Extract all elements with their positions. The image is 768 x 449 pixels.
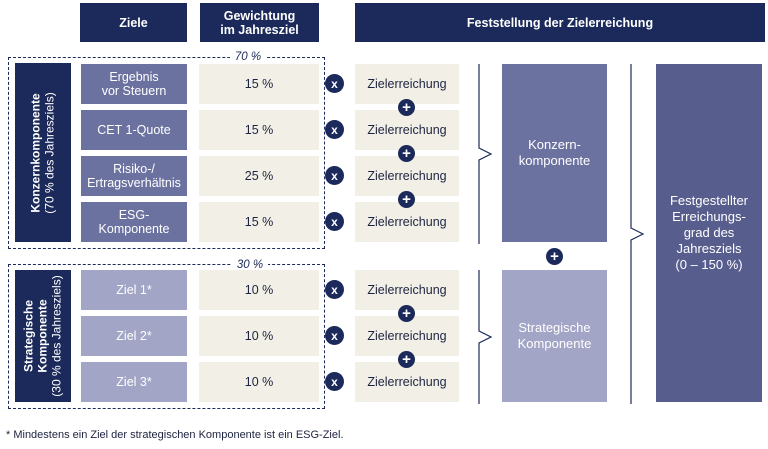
weight-ergebnis: 15 % — [199, 64, 319, 104]
multiply-icon: x — [325, 166, 344, 185]
plus-icon: + — [398, 351, 415, 368]
strategic-box-line1: Strategische — [518, 320, 591, 335]
konzern-label-sub: (70 % des Jahresziels) — [43, 91, 58, 214]
header-gewichtung-line1: Gewichtung — [223, 8, 296, 23]
konzern-component-label: Konzernkomponente (70 % des Jahresziels) — [15, 63, 71, 242]
konzern-box-line2: komponente — [518, 153, 591, 168]
header-gewichtung-line2: im Jahresziel — [220, 22, 299, 37]
strategic-group-frame — [8, 264, 325, 409]
multiply-icon: x — [325, 372, 344, 391]
final-result-box: Festgestellter Erreichungs- grad des Jah… — [656, 64, 762, 402]
goal-risiko-line2: Ertragsverhältnis — [87, 176, 181, 190]
goal-risiko-line1: Risiko-/ — [113, 162, 155, 176]
strategic-component-label: Strategische Komponente (30 % des Jahres… — [15, 270, 71, 402]
weight-ziel3: 10 % — [199, 362, 319, 402]
goal-ziel2: Ziel 2* — [81, 316, 187, 356]
header-feststellung: Feststellung der Zielerreichung — [355, 3, 765, 42]
konzern-percent: 70 % — [230, 51, 266, 63]
zielerreichung-cell: Zielerreichung — [355, 64, 459, 104]
zielerreichung-cell: Zielerreichung — [355, 362, 459, 402]
weight-ziel1: 10 % — [199, 270, 319, 310]
weight-risiko: 25 % — [199, 156, 319, 196]
result-line4: Jahresziels — [676, 241, 742, 256]
zielerreichung-cell: Zielerreichung — [355, 156, 459, 196]
goal-ziel3: Ziel 3* — [81, 362, 187, 402]
zielerreichung-cell: Zielerreichung — [355, 110, 459, 150]
goal-ergebnis-line2: vor Steuern — [101, 84, 167, 98]
weight-ziel2: 10 % — [199, 316, 319, 356]
konzern-box-line1: Konzern- — [528, 137, 581, 152]
result-line5: (0 – 150 %) — [675, 257, 743, 272]
header-gewichtung: Gewichtung im Jahresziel — [200, 3, 319, 42]
goal-esg-line1: ESG- — [118, 208, 150, 222]
strategic-box-line2: Komponente — [517, 336, 592, 351]
multiply-icon: x — [325, 326, 344, 345]
multiply-icon: x — [325, 120, 344, 139]
multiply-icon: x — [325, 212, 344, 231]
goal-risiko: Risiko-/ Ertragsverhältnis — [81, 156, 187, 196]
weight-esg: 15 % — [199, 202, 319, 242]
goal-ergebnis: Ergebnis vor Steuern — [81, 64, 187, 104]
multiply-icon: x — [325, 280, 344, 299]
goal-ziel1-label: Ziel 1* — [116, 283, 152, 297]
goal-ziel1: Ziel 1* — [81, 270, 187, 310]
zielerreichung-cell: Zielerreichung — [355, 316, 459, 356]
footnote: * Mindestens ein Ziel der strategischen … — [6, 429, 344, 441]
header-ziele-label: Ziele — [119, 15, 148, 30]
goal-ergebnis-line1: Ergebnis — [109, 70, 159, 84]
result-line1: Festgestellter — [669, 193, 749, 208]
header-ziele: Ziele — [80, 3, 187, 42]
multiply-icon: x — [325, 74, 344, 93]
konzern-bracket — [478, 64, 493, 244]
strategic-percent: 30 % — [232, 259, 268, 271]
strategic-label-title1: Strategische — [22, 299, 37, 373]
result-line2: Erreichungs- — [672, 209, 746, 224]
konzern-label-title: Konzernkomponente — [29, 92, 44, 213]
goal-esg: ESG- Komponente — [81, 202, 187, 242]
strategic-label-sub: (30 % des Jahresziels) — [50, 275, 65, 397]
header-feststellung-label: Feststellung der Zielerreichung — [466, 15, 654, 30]
plus-icon: + — [398, 305, 415, 322]
konzern-group-frame — [8, 57, 325, 249]
plus-icon: + — [398, 99, 415, 116]
strategic-label-title2: Komponente — [36, 299, 51, 373]
result-bracket — [630, 64, 645, 404]
goal-ziel3-label: Ziel 3* — [116, 375, 152, 389]
result-line3: grad des — [683, 225, 735, 240]
zielerreichung-cell: Zielerreichung — [355, 270, 459, 310]
goal-esg-line2: Komponente — [98, 222, 170, 236]
strategic-bracket — [478, 270, 493, 404]
weight-cet1: 15 % — [199, 110, 319, 150]
konzern-result-box: Konzern- komponente — [502, 64, 607, 242]
goal-cet1-label: CET 1-Quote — [97, 123, 171, 137]
plus-icon: + — [546, 248, 563, 265]
zielerreichung-cell: Zielerreichung — [355, 202, 459, 242]
goal-cet1: CET 1-Quote — [81, 110, 187, 150]
plus-icon: + — [398, 191, 415, 208]
plus-icon: + — [398, 145, 415, 162]
goal-ziel2-label: Ziel 2* — [116, 329, 152, 343]
strategic-result-box: Strategische Komponente — [502, 270, 607, 402]
